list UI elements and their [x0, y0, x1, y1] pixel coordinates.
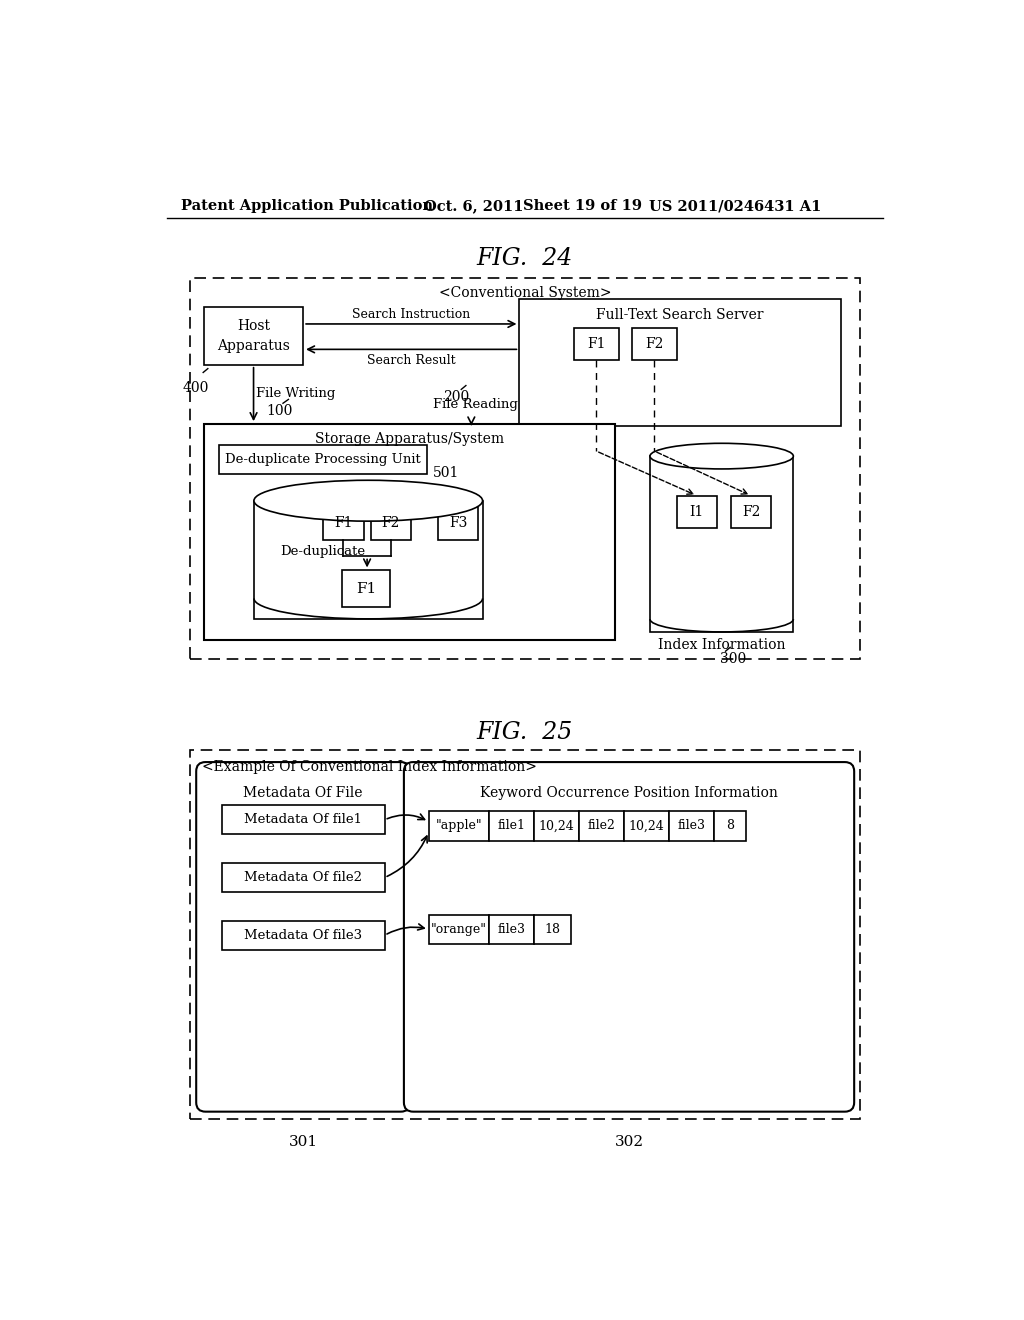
Text: file3: file3 [498, 923, 525, 936]
Bar [632, 327, 677, 360]
Bar [204, 424, 614, 640]
Text: File Writing: File Writing [256, 387, 335, 400]
Bar [489, 915, 535, 944]
Bar [579, 812, 624, 841]
Text: F3: F3 [449, 516, 467, 531]
Text: Metadata Of file1: Metadata Of file1 [244, 813, 362, 826]
FancyBboxPatch shape [197, 762, 410, 1111]
Text: De-duplicate Processing Unit: De-duplicate Processing Unit [225, 453, 421, 466]
Text: Host
Apparatus: Host Apparatus [217, 319, 290, 352]
Text: Keyword Occurrence Position Information: Keyword Occurrence Position Information [480, 785, 778, 800]
Bar [489, 812, 535, 841]
Text: I1: I1 [690, 504, 703, 519]
Text: Index Information: Index Information [657, 638, 785, 652]
FancyBboxPatch shape [403, 762, 854, 1111]
Text: file1: file1 [498, 820, 525, 833]
Text: Oct. 6, 2011: Oct. 6, 2011 [424, 199, 523, 213]
Text: "orange": "orange" [431, 923, 487, 936]
Text: F2: F2 [645, 337, 664, 351]
Text: 10,24: 10,24 [629, 820, 665, 833]
Text: Storage Apparatus/System: Storage Apparatus/System [314, 433, 504, 446]
Text: Metadata Of file2: Metadata Of file2 [244, 871, 362, 884]
Text: File Reading: File Reading [432, 397, 517, 411]
Bar [219, 445, 427, 474]
Text: F1: F1 [355, 582, 376, 595]
Text: file3: file3 [678, 820, 706, 833]
Bar [669, 812, 714, 841]
Text: 200: 200 [442, 391, 469, 404]
Text: Sheet 19 of 19: Sheet 19 of 19 [523, 199, 642, 213]
Bar [429, 812, 489, 841]
Bar [190, 277, 860, 659]
Text: file2: file2 [588, 820, 615, 833]
Text: 302: 302 [614, 1135, 644, 1150]
Bar [650, 457, 794, 632]
Text: 400: 400 [183, 381, 209, 395]
Bar [677, 495, 717, 528]
Text: F1: F1 [587, 337, 605, 351]
Bar [573, 327, 618, 360]
Bar [714, 812, 746, 841]
Text: 301: 301 [289, 1135, 317, 1150]
Bar [429, 915, 489, 944]
Bar [222, 921, 385, 950]
Bar [324, 507, 364, 540]
Bar [342, 570, 390, 607]
Bar [190, 750, 860, 1119]
Text: Metadata Of file3: Metadata Of file3 [244, 929, 362, 942]
Text: Patent Application Publication: Patent Application Publication [180, 199, 433, 213]
Bar [371, 507, 411, 540]
Text: Full-Text Search Server: Full-Text Search Server [596, 309, 764, 322]
Text: Search Result: Search Result [367, 354, 456, 367]
Bar [204, 308, 303, 364]
Bar [519, 298, 841, 425]
Bar [222, 805, 385, 834]
Ellipse shape [254, 480, 482, 521]
Text: F2: F2 [382, 516, 400, 531]
Text: 100: 100 [266, 404, 292, 418]
Ellipse shape [650, 444, 794, 469]
Text: 10,24: 10,24 [539, 820, 574, 833]
Bar [624, 812, 669, 841]
Text: F1: F1 [334, 516, 352, 531]
Text: 300: 300 [720, 652, 746, 665]
Bar [222, 863, 385, 892]
Text: <Conventional System>: <Conventional System> [438, 286, 611, 300]
Text: 501: 501 [433, 466, 460, 479]
Bar [535, 915, 571, 944]
Text: FIG.  24: FIG. 24 [477, 247, 572, 271]
Text: 8: 8 [726, 820, 734, 833]
Bar [731, 495, 771, 528]
Text: FIG.  25: FIG. 25 [477, 721, 572, 743]
Text: 18: 18 [545, 923, 561, 936]
Bar [254, 500, 482, 619]
Bar [438, 507, 478, 540]
Text: <Example Of Conventional Index Information>: <Example Of Conventional Index Informati… [202, 760, 537, 774]
Text: US 2011/0246431 A1: US 2011/0246431 A1 [649, 199, 821, 213]
Text: F2: F2 [742, 504, 760, 519]
Text: Metadata Of File: Metadata Of File [244, 785, 362, 800]
Text: Search Instruction: Search Instruction [352, 308, 470, 321]
Bar [535, 812, 579, 841]
Text: "apple": "apple" [435, 820, 482, 833]
Text: De-duplicate: De-duplicate [280, 545, 365, 557]
